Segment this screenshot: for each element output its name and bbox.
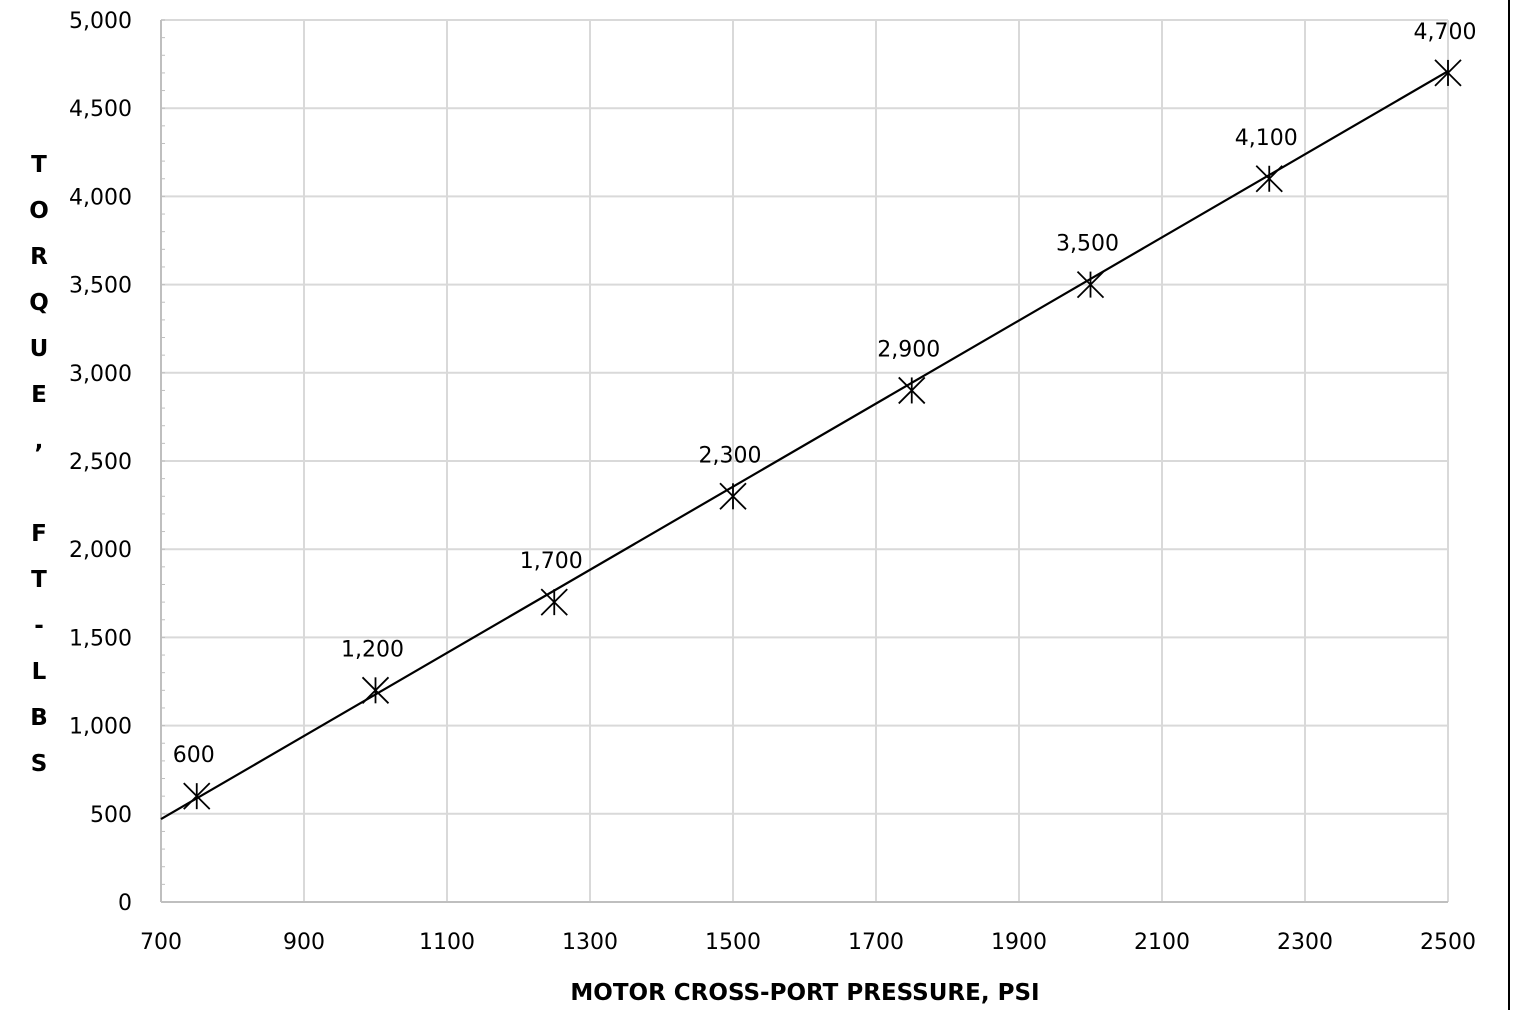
y-axis-title-letter: F: [31, 521, 47, 547]
data-label: 4,700: [1414, 20, 1477, 45]
trendline: [160, 70, 1449, 821]
data-point-marker: [719, 482, 747, 510]
x-tick-label: 1900: [991, 930, 1047, 955]
y-axis-title-letter: L: [32, 659, 47, 685]
x-tick-label: 1700: [848, 930, 904, 955]
x-tick-label: 2500: [1420, 930, 1476, 955]
axes: [160, 19, 1448, 903]
y-tick-label: 2,000: [69, 538, 132, 563]
x-tick-label: 700: [140, 930, 182, 955]
y-axis-title-letter: S: [31, 751, 48, 777]
y-axis-title-letter: T: [31, 152, 47, 178]
x-tick-label: 900: [283, 930, 325, 955]
data-point-marker: [1255, 165, 1283, 193]
y-axis-title-letter: E: [31, 382, 47, 408]
x-tick-label: 2100: [1134, 930, 1190, 955]
x-tick-label: 2300: [1277, 930, 1333, 955]
data-label: 2,900: [877, 337, 940, 362]
x-tick-label: 1300: [562, 930, 618, 955]
y-tick-label: 500: [90, 803, 132, 828]
y-axis-title-letter: B: [30, 705, 48, 731]
data-labels: 600 1,200 1,700 2,300 2,900 3,500 4,100 4,700: [173, 20, 1477, 768]
data-point-marker: [1076, 270, 1105, 299]
data-markers: [183, 59, 1462, 810]
y-axis-title-letter: -: [34, 613, 44, 639]
trendline-layer: [160, 70, 1449, 821]
y-tick-label: 4,500: [69, 97, 132, 122]
y-tick-label: 4,000: [69, 185, 132, 210]
y-tick-label: 1,500: [69, 626, 132, 651]
data-point-marker: [183, 782, 211, 810]
y-axis-title-letter: U: [30, 336, 49, 362]
data-label: 600: [173, 743, 215, 768]
data-label: 4,100: [1235, 126, 1298, 151]
data-point-marker: [898, 376, 926, 405]
data-point-marker: [1434, 59, 1462, 87]
data-point-marker: [540, 588, 568, 616]
y-tick-label: 3,000: [69, 362, 132, 387]
y-axis-title-letter: ,: [35, 428, 44, 454]
y-tick-label: 5,000: [69, 9, 132, 34]
data-label: 2,300: [699, 443, 762, 468]
x-tick-label: 1100: [419, 930, 475, 955]
y-tick-label: 1,000: [69, 715, 132, 740]
gridlines: [161, 19, 1449, 902]
y-axis-title-letter: Q: [29, 290, 49, 316]
y-tick-label: 2,500: [69, 450, 132, 475]
y-tick-labels: 0 500 1,000 1,500 2,000 2,500 3,000 3,500 4,000 4…: [69, 9, 132, 916]
y-tick-label: 3,500: [69, 274, 132, 299]
y-axis-title-letter: R: [30, 244, 48, 270]
y-axis-title-letter: O: [29, 198, 49, 224]
y-axis-title-letter: T: [31, 567, 47, 593]
data-label: 1,700: [520, 549, 583, 574]
data-label: 1,200: [341, 637, 404, 662]
y-tick-label: 0: [118, 891, 132, 916]
x-tick-label: 1500: [705, 930, 761, 955]
data-label: 3,500: [1056, 232, 1119, 257]
x-axis-title: MOTOR CROSS-PORT PRESSURE, PSI: [570, 980, 1039, 1006]
data-point-marker: [361, 676, 390, 704]
x-tick-labels: 700 900 1100 1300 1500 1700 1900 2100 2300 2500: [140, 930, 1476, 955]
